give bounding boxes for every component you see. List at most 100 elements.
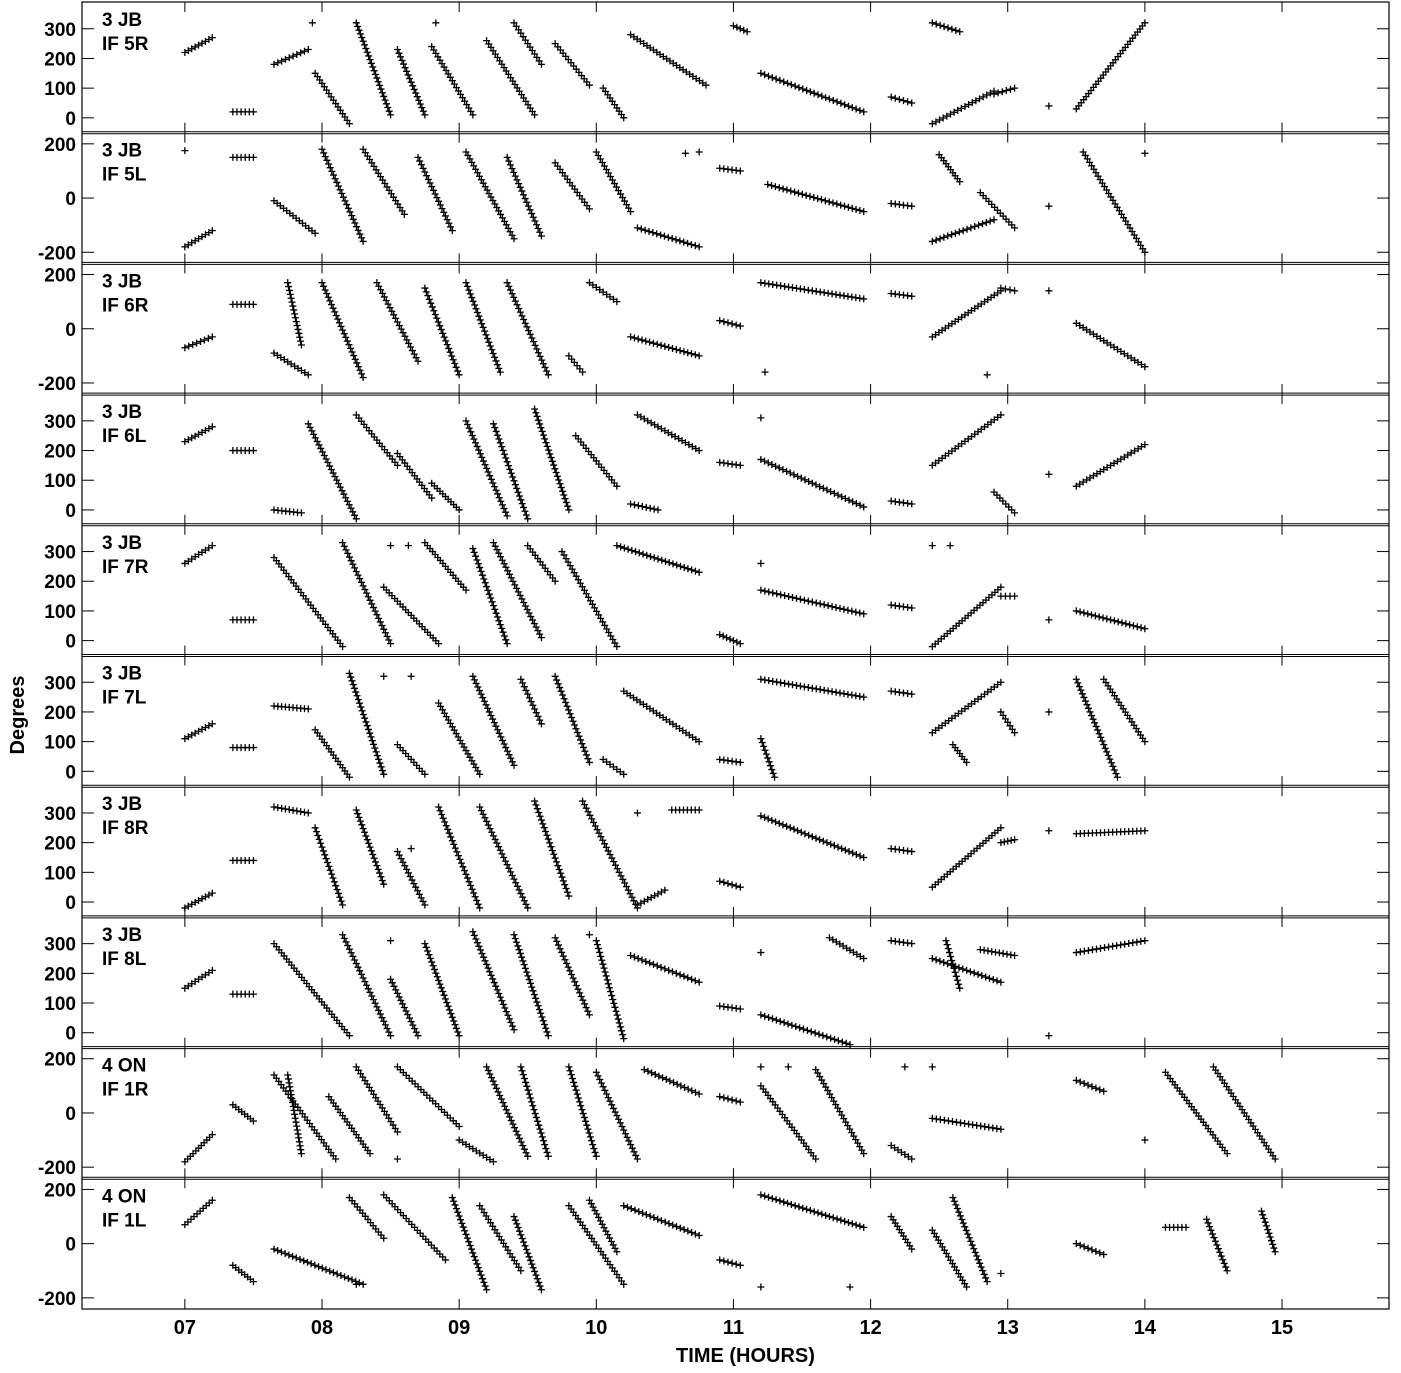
data-point bbox=[359, 374, 367, 382]
data-point bbox=[480, 697, 488, 705]
data-point bbox=[952, 1201, 960, 1209]
panel-label-if: IF 6R bbox=[102, 295, 149, 316]
data-point bbox=[181, 147, 189, 155]
data-point bbox=[1267, 1237, 1275, 1245]
data-point bbox=[676, 347, 684, 355]
data-point bbox=[900, 97, 908, 105]
data-point bbox=[329, 1269, 337, 1277]
data-point bbox=[1121, 940, 1129, 948]
data-point bbox=[363, 981, 371, 989]
data-point bbox=[517, 1063, 525, 1071]
data-point bbox=[580, 1113, 588, 1121]
data-point bbox=[834, 843, 842, 851]
data-point bbox=[997, 678, 1005, 686]
data-point bbox=[768, 766, 776, 774]
data-point bbox=[736, 322, 744, 330]
data-point bbox=[968, 99, 976, 107]
data-point bbox=[533, 1275, 541, 1283]
data-point bbox=[516, 308, 524, 316]
data-point bbox=[395, 851, 403, 859]
data-point bbox=[757, 414, 765, 422]
data-point bbox=[818, 1210, 826, 1218]
data-point bbox=[474, 560, 482, 568]
data-point bbox=[928, 954, 936, 962]
data-point bbox=[455, 371, 463, 379]
data-point bbox=[468, 431, 476, 439]
data-point bbox=[518, 1067, 526, 1075]
data-point bbox=[516, 591, 524, 599]
data-point bbox=[481, 327, 489, 335]
data-point bbox=[520, 683, 528, 691]
data-point bbox=[957, 104, 965, 112]
data-point bbox=[560, 491, 568, 499]
data-point bbox=[297, 808, 305, 816]
data-point bbox=[543, 1148, 551, 1156]
data-point bbox=[438, 205, 446, 213]
data-point bbox=[376, 759, 384, 767]
data-point bbox=[373, 611, 381, 619]
data-point bbox=[607, 632, 615, 640]
data-point bbox=[505, 864, 513, 872]
data-point bbox=[950, 1197, 958, 1205]
data-point bbox=[691, 1088, 699, 1096]
data-point bbox=[630, 1148, 638, 1156]
data-point bbox=[644, 1067, 652, 1075]
data-point bbox=[465, 286, 473, 294]
data-point bbox=[351, 511, 359, 519]
data-point bbox=[1011, 287, 1019, 295]
data-point bbox=[908, 500, 916, 508]
data-point bbox=[378, 289, 386, 297]
data-point bbox=[584, 808, 592, 816]
data-point bbox=[369, 851, 377, 859]
data-point bbox=[363, 48, 371, 56]
data-point bbox=[653, 340, 661, 348]
data-point bbox=[181, 344, 189, 352]
data-point bbox=[716, 317, 724, 325]
data-point bbox=[304, 46, 312, 54]
data-point bbox=[575, 732, 583, 740]
data-point bbox=[955, 228, 963, 236]
data-point bbox=[208, 542, 216, 550]
data-point bbox=[388, 979, 396, 987]
data-point bbox=[469, 928, 477, 936]
data-point bbox=[736, 25, 744, 33]
data-point bbox=[665, 1220, 673, 1228]
data-point bbox=[990, 90, 998, 98]
data-point bbox=[592, 937, 600, 945]
data-point bbox=[601, 968, 609, 976]
data-point bbox=[1271, 1155, 1279, 1163]
data-point bbox=[743, 28, 751, 36]
data-point bbox=[518, 1235, 526, 1242]
data-point bbox=[393, 848, 401, 856]
data-point bbox=[467, 428, 475, 436]
data-point bbox=[487, 712, 495, 720]
data-point bbox=[978, 220, 986, 228]
data-point bbox=[494, 490, 502, 498]
data-point bbox=[535, 1006, 543, 1014]
data-point bbox=[515, 1227, 523, 1235]
data-point bbox=[1269, 1240, 1277, 1248]
data-point bbox=[1076, 948, 1084, 956]
data-point bbox=[533, 345, 541, 353]
data-point bbox=[529, 987, 537, 995]
data-point bbox=[355, 26, 363, 34]
data-point bbox=[613, 482, 621, 490]
data-point bbox=[277, 1248, 285, 1256]
data-point bbox=[424, 292, 432, 300]
data-point bbox=[908, 99, 916, 107]
data-point bbox=[208, 966, 216, 974]
data-point bbox=[281, 55, 289, 63]
data-point bbox=[1206, 1223, 1214, 1231]
data-point bbox=[783, 822, 791, 830]
data-series bbox=[181, 669, 1149, 781]
data-point bbox=[510, 477, 518, 485]
data-point bbox=[558, 873, 566, 881]
data-point bbox=[410, 880, 418, 888]
data-point bbox=[297, 1150, 305, 1158]
data-point bbox=[510, 1026, 518, 1034]
data-point bbox=[483, 1063, 491, 1071]
data-point bbox=[498, 624, 506, 632]
data-point bbox=[661, 557, 669, 565]
data-point bbox=[531, 405, 539, 413]
